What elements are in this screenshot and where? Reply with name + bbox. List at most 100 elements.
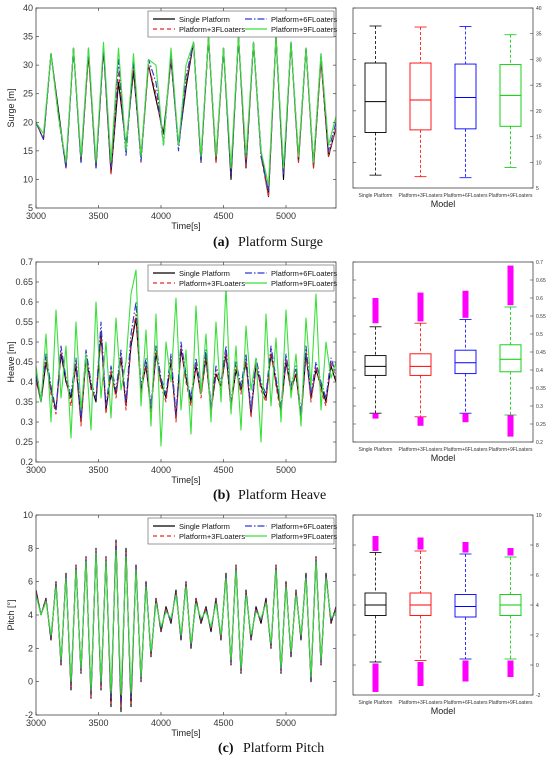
panel-surge: 3000 3500 4000 4500 5000 5 10 15 20 25 30 35 40 Time[… xyxy=(6,3,542,250)
category-label: Platform+9FLoaters xyxy=(488,447,533,453)
outliers-low xyxy=(462,413,469,423)
x-tick-label: 5000 xyxy=(276,211,296,221)
box-2 xyxy=(409,537,432,686)
pitch-line-chart: 3000 3500 4000 4500 5000 -2 0 2 4 6 8 10 Time[s] Pitc… xyxy=(6,510,337,738)
outliers-high xyxy=(462,542,469,553)
y-tick-label: 0 xyxy=(28,677,33,687)
box-3 xyxy=(454,290,477,423)
category-label: Platform+9FLoaters xyxy=(488,193,533,199)
legend-label: Platform+9FLoaters xyxy=(271,279,337,288)
y-tick-label: 0.6 xyxy=(20,297,33,307)
legend-label: Platform+3FLoaters xyxy=(179,279,245,288)
legend-label: Single Platform xyxy=(179,269,230,278)
category-label: Platform+3FLoaters xyxy=(398,447,443,453)
legend-label: Single Platform xyxy=(179,15,230,24)
outliers-high xyxy=(417,292,424,322)
plot-area xyxy=(36,8,336,208)
y-tick-label: 10 xyxy=(536,513,542,519)
box-iqr xyxy=(409,353,432,376)
x-tick-label: 3500 xyxy=(88,718,108,728)
y-tick-label: 0.65 xyxy=(15,277,33,287)
y-tick-label: -2 xyxy=(25,710,33,720)
caption-letter: (a) xyxy=(213,235,230,250)
heave-line-chart: 3000 3500 4000 4500 5000 0.2 0.25 0.3 0.35 0.4 0.4… xyxy=(6,257,337,485)
y-tick-label: 5 xyxy=(536,186,539,192)
y-axis-label: Heave [m] xyxy=(6,341,16,382)
y-tick-label: 0.4 xyxy=(20,377,33,387)
box-2 xyxy=(409,292,432,426)
outliers-low xyxy=(417,416,424,426)
x-tick-label: 4500 xyxy=(213,465,233,475)
surge-line-chart: 3000 3500 4000 4500 5000 5 10 15 20 25 30 35 40 Time[… xyxy=(6,3,337,231)
y-tick-label: 0.65 xyxy=(536,278,546,284)
y-tick-label: 15 xyxy=(536,135,542,141)
y-tick-label: 0.2 xyxy=(20,457,33,467)
axes-frame xyxy=(352,261,534,443)
category-label: Platform+6FLoaters xyxy=(443,193,488,199)
y-axis-label: Surge [m] xyxy=(6,88,16,127)
y-tick-label: 0.35 xyxy=(536,386,546,392)
y-tick-label: 0.25 xyxy=(15,437,33,447)
panel-pitch: 3000 3500 4000 4500 5000 -2 0 2 4 6 8 10 Time[s] Pitc… xyxy=(6,510,542,756)
y-tick-label: 20 xyxy=(536,109,542,115)
series-line-2 xyxy=(36,542,336,708)
y-tick-label: 0.5 xyxy=(20,337,33,347)
axes-frame xyxy=(352,7,534,189)
plot-area xyxy=(36,262,336,462)
outliers-low xyxy=(372,413,379,419)
outliers-low xyxy=(372,663,379,692)
x-tick-label: 4000 xyxy=(151,465,171,475)
x-axis-label: Model xyxy=(431,199,456,209)
x-tick-label: 3000 xyxy=(26,465,46,475)
x-tick-label: 4000 xyxy=(151,211,171,221)
x-tick-label: 4000 xyxy=(151,718,171,728)
box-iqr xyxy=(409,592,432,616)
x-axis-label: Model xyxy=(431,706,456,716)
caption-letter: (b) xyxy=(213,488,230,503)
x-tick-label: 4500 xyxy=(213,718,233,728)
surge-box-chart: 5 10 15 20 25 30 35 40 Single Platform Platform+3… xyxy=(352,6,542,209)
x-axis-label: Model xyxy=(431,453,456,463)
category-label: Platform+3FLoaters xyxy=(398,193,443,199)
category-label: Single Platform xyxy=(359,193,393,199)
y-tick-label: 0.4 xyxy=(536,368,543,374)
y-tick-label: 30 xyxy=(536,57,542,63)
box-4 xyxy=(499,34,522,168)
series-group xyxy=(36,539,336,713)
x-tick-label: 5000 xyxy=(276,718,296,728)
y-tick-label: 20 xyxy=(23,117,33,127)
legend-box xyxy=(147,517,335,545)
box-iqr xyxy=(409,62,432,131)
category-label: Platform+3FLoaters xyxy=(398,700,443,706)
y-tick-label: 2 xyxy=(28,643,33,653)
y-tick-label: 40 xyxy=(536,6,542,12)
outliers-low xyxy=(507,660,514,677)
box-2 xyxy=(409,26,432,178)
category-label: Single Platform xyxy=(359,447,393,453)
legend-label: Platform+6FLoaters xyxy=(271,15,337,24)
box-iqr xyxy=(364,355,387,376)
x-tick-label: 5000 xyxy=(276,465,296,475)
y-tick-label: 10 xyxy=(23,174,33,184)
y-tick-label: 4 xyxy=(536,603,539,609)
y-tick-label: 0.25 xyxy=(536,422,546,428)
x-tick-label: 4500 xyxy=(213,211,233,221)
x-tick-label: 3500 xyxy=(88,211,108,221)
y-tick-label: 0.3 xyxy=(20,417,33,427)
x-tick-label: 3000 xyxy=(26,718,46,728)
x-tick-label: 3000 xyxy=(26,211,46,221)
y-tick-label: 40 xyxy=(23,3,33,13)
outliers-high xyxy=(417,537,424,550)
outliers-high xyxy=(372,536,379,551)
series-line-4 xyxy=(36,549,336,696)
y-tick-label: -2 xyxy=(536,693,541,699)
y-tick-label: 0.55 xyxy=(15,317,33,327)
box-3 xyxy=(454,542,477,682)
y-tick-label: 35 xyxy=(536,32,542,38)
box-iqr xyxy=(454,594,477,618)
category-label: Platform+6FLoaters xyxy=(443,700,488,706)
y-tick-label: 0.2 xyxy=(536,440,543,446)
series-line-3 xyxy=(36,546,336,703)
box-iqr xyxy=(454,63,477,130)
series-group xyxy=(36,36,336,198)
